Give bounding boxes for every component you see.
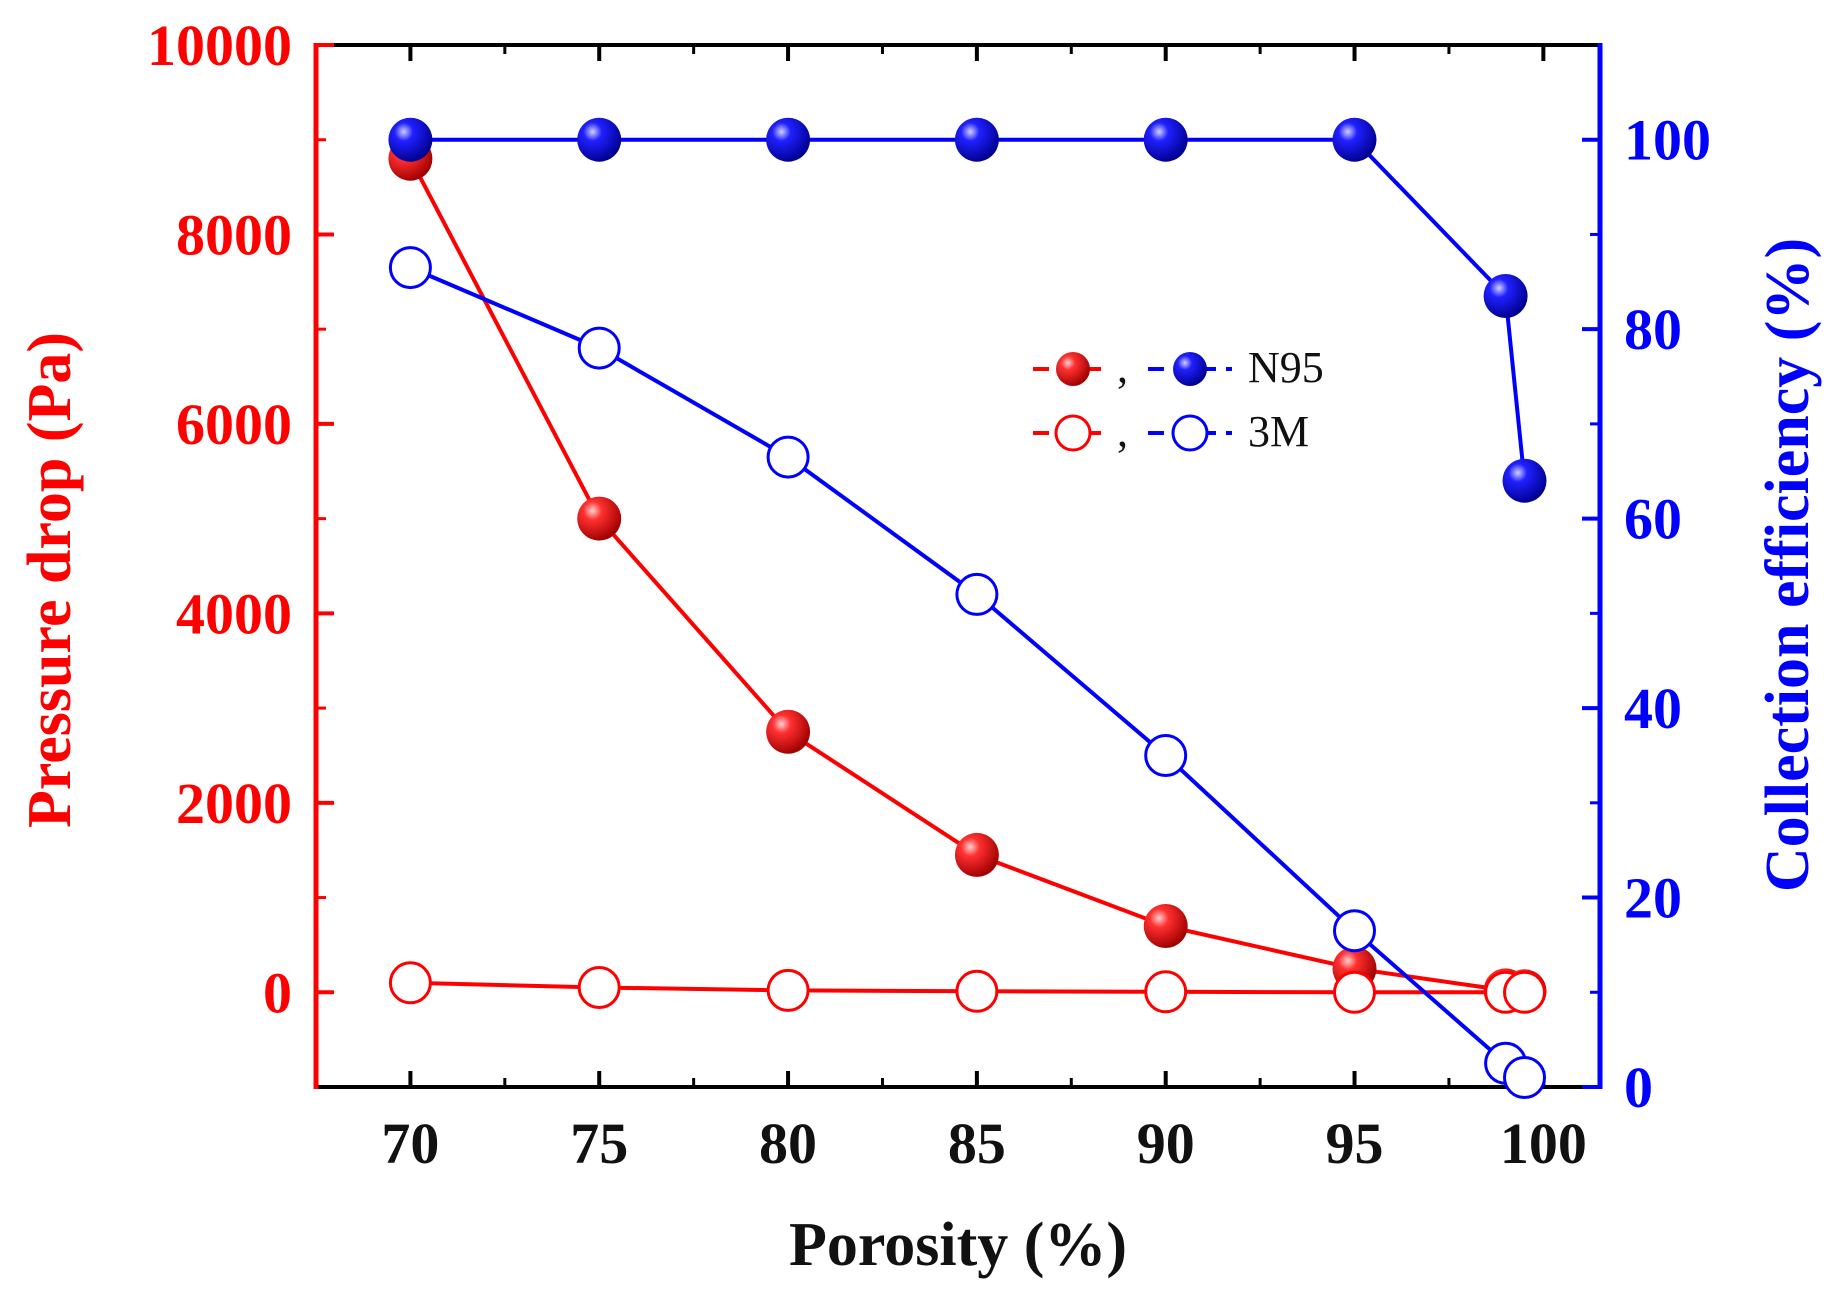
legend-3m-separator: , xyxy=(1117,407,1128,456)
series-3-point xyxy=(954,117,999,162)
x-axis-ticks: 70 75 80 85 90 95 100 xyxy=(381,45,1587,1176)
x-tick-label: 80 xyxy=(759,1111,817,1176)
series-4-point xyxy=(955,572,999,616)
x-tick-label: 90 xyxy=(1137,1111,1195,1176)
legend-n95-label: N95 xyxy=(1248,343,1324,392)
right-tick-label: 100 xyxy=(1624,108,1711,173)
series-2-point xyxy=(577,966,621,1009)
legend-n95-red-marker xyxy=(1056,352,1090,386)
x-tick-label: 95 xyxy=(1326,1111,1384,1176)
left-tick-label: 6000 xyxy=(176,392,292,457)
series-2-point xyxy=(1503,970,1546,1014)
series-2-point xyxy=(955,969,999,1013)
left-tick-label: 0 xyxy=(263,960,292,1025)
legend-entry-n95: , N95 xyxy=(1033,343,1324,392)
series-3-point xyxy=(1332,117,1377,162)
right-tick-label: 80 xyxy=(1624,297,1682,362)
series-1-point xyxy=(577,496,622,541)
plot-frame xyxy=(313,43,1603,1089)
series-3-point xyxy=(1483,274,1528,318)
series-3-point xyxy=(388,117,433,162)
left-tick-label: 2000 xyxy=(176,771,292,836)
series-4-point xyxy=(388,246,432,290)
legend-3m-blue-marker xyxy=(1171,414,1209,452)
series-2-point xyxy=(766,968,810,1012)
series-1-point xyxy=(766,709,811,754)
left-tick-label: 4000 xyxy=(176,581,292,646)
left-tick-label: 10000 xyxy=(147,13,292,78)
x-tick-label: 85 xyxy=(948,1111,1006,1176)
left-axis-ticks: 0 2000 4000 6000 8000 10000 xyxy=(147,13,334,1025)
left-tick-label: 8000 xyxy=(176,202,292,267)
series-4-point xyxy=(1333,909,1376,953)
right-axis-ticks: 0 20 40 60 80 100 xyxy=(1582,108,1711,1120)
right-tick-label: 60 xyxy=(1624,487,1682,552)
series-4-point xyxy=(577,326,621,370)
series-2-point xyxy=(1333,970,1376,1014)
right-axis-title: Collection efficiency (%) xyxy=(1754,238,1822,892)
legend-3m-red-marker xyxy=(1054,414,1092,452)
left-axis-title: Pressure drop (Pa) xyxy=(16,332,84,828)
series-4-point xyxy=(766,435,810,479)
series-4-point xyxy=(1503,1056,1546,1099)
series-line-1 xyxy=(408,157,1525,994)
right-tick-label: 0 xyxy=(1624,1055,1653,1120)
legend-3m-label: 3M xyxy=(1248,407,1309,456)
series-2-point xyxy=(1144,970,1188,1014)
x-tick-label: 100 xyxy=(1500,1111,1587,1176)
right-tick-label: 40 xyxy=(1624,676,1682,741)
series-layer xyxy=(388,117,1547,1099)
series-1-point xyxy=(1143,904,1188,948)
x-tick-label: 75 xyxy=(570,1111,628,1176)
right-tick-label: 20 xyxy=(1624,866,1682,931)
series-3-point xyxy=(1143,117,1188,162)
series-3-point xyxy=(577,117,622,162)
legend-entry-3m: , 3M xyxy=(1033,407,1309,456)
x-tick-label: 70 xyxy=(381,1111,439,1176)
series-line-3 xyxy=(410,137,1527,481)
legend-n95-separator: , xyxy=(1117,343,1128,392)
series-3-point xyxy=(766,117,811,162)
legend-n95-blue-marker xyxy=(1173,352,1207,386)
series-3-point xyxy=(1502,458,1547,503)
series-line-4 xyxy=(409,265,1526,1080)
x-axis-title: Porosity (%) xyxy=(789,1211,1127,1279)
series-4-point xyxy=(1144,734,1188,777)
series-line-2 xyxy=(410,980,1525,995)
series-lines xyxy=(408,137,1527,1080)
series-markers xyxy=(388,117,1547,1099)
series-1-point xyxy=(954,832,999,877)
legend: , N95 , 3M xyxy=(1033,343,1324,456)
series-2-point xyxy=(388,961,432,1005)
